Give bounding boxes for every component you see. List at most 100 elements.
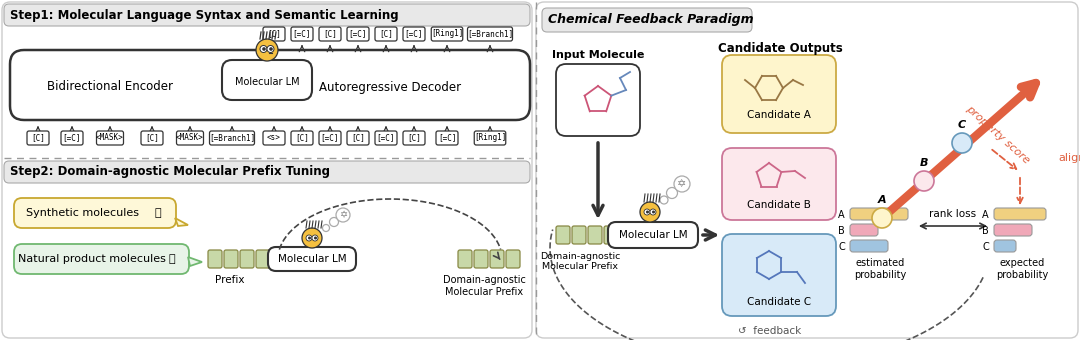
FancyBboxPatch shape (507, 250, 519, 268)
FancyBboxPatch shape (556, 64, 640, 136)
FancyBboxPatch shape (474, 250, 488, 268)
Text: expected
probability: expected probability (996, 258, 1048, 279)
Text: [=C]: [=C] (405, 30, 423, 38)
Circle shape (267, 46, 274, 52)
Text: rank loss: rank loss (930, 209, 976, 219)
Circle shape (329, 218, 338, 226)
FancyBboxPatch shape (994, 240, 1016, 252)
FancyBboxPatch shape (723, 234, 836, 316)
Text: Domain-agnostic
Molecular Prefix: Domain-agnostic Molecular Prefix (540, 252, 620, 271)
FancyBboxPatch shape (60, 131, 83, 145)
Text: C: C (958, 120, 967, 130)
Text: Candidate C: Candidate C (747, 297, 811, 307)
Circle shape (314, 237, 318, 239)
FancyBboxPatch shape (850, 224, 878, 236)
FancyBboxPatch shape (723, 148, 836, 220)
Text: ↺  feedback: ↺ feedback (739, 326, 801, 336)
Text: Candidate Outputs: Candidate Outputs (717, 42, 842, 55)
Text: property score: property score (964, 104, 1031, 166)
FancyBboxPatch shape (850, 208, 908, 220)
Text: A: A (983, 210, 989, 220)
Text: <s>: <s> (267, 134, 281, 142)
Text: Input Molecule: Input Molecule (552, 50, 644, 60)
Text: C: C (982, 242, 989, 252)
FancyBboxPatch shape (994, 208, 1047, 220)
Text: A: A (838, 210, 845, 220)
FancyBboxPatch shape (403, 27, 426, 41)
FancyBboxPatch shape (347, 27, 369, 41)
FancyBboxPatch shape (319, 131, 341, 145)
FancyBboxPatch shape (403, 131, 426, 145)
Polygon shape (175, 218, 188, 226)
FancyBboxPatch shape (319, 27, 341, 41)
Polygon shape (188, 257, 202, 266)
Circle shape (262, 47, 266, 51)
Text: [=Branch1]: [=Branch1] (467, 30, 513, 38)
Text: [C]: [C] (351, 134, 365, 142)
Circle shape (640, 202, 660, 222)
Text: [=C]: [=C] (377, 134, 395, 142)
FancyBboxPatch shape (458, 250, 472, 268)
Text: Step2: Domain-agnostic Molecular Prefix Tuning: Step2: Domain-agnostic Molecular Prefix … (10, 166, 330, 178)
Text: 🗑: 🗑 (154, 208, 161, 218)
FancyBboxPatch shape (176, 131, 203, 145)
Text: B: B (920, 158, 928, 168)
Text: Autoregressive Decoder: Autoregressive Decoder (319, 81, 461, 94)
Text: [=C]: [=C] (63, 134, 81, 142)
Text: [=C]: [=C] (349, 30, 367, 38)
FancyBboxPatch shape (96, 131, 123, 145)
FancyBboxPatch shape (572, 226, 586, 244)
Text: Chemical Feedback Paradigm: Chemical Feedback Paradigm (548, 14, 754, 27)
Text: ✡: ✡ (339, 210, 347, 220)
Text: [=C]: [=C] (437, 134, 456, 142)
Circle shape (652, 210, 654, 214)
Text: Molecular LM: Molecular LM (234, 77, 299, 87)
Text: Step1: Molecular Language Syntax and Semantic Learning: Step1: Molecular Language Syntax and Sem… (10, 8, 399, 21)
FancyBboxPatch shape (2, 2, 532, 338)
Text: align: align (1058, 153, 1080, 163)
Text: ✡: ✡ (677, 179, 687, 189)
FancyBboxPatch shape (436, 131, 458, 145)
Text: B: B (838, 226, 845, 236)
FancyBboxPatch shape (210, 131, 255, 145)
FancyBboxPatch shape (291, 27, 313, 41)
FancyBboxPatch shape (224, 250, 238, 268)
Text: [C]: [C] (323, 30, 337, 38)
FancyBboxPatch shape (536, 2, 1078, 338)
FancyBboxPatch shape (291, 131, 313, 145)
FancyBboxPatch shape (141, 131, 163, 145)
Text: Molecular LM: Molecular LM (278, 254, 347, 264)
Text: <MASK>: <MASK> (96, 134, 124, 142)
FancyBboxPatch shape (27, 131, 49, 145)
FancyBboxPatch shape (4, 4, 530, 26)
FancyBboxPatch shape (268, 247, 356, 271)
FancyBboxPatch shape (347, 131, 369, 145)
Circle shape (914, 171, 934, 191)
Text: 🌿: 🌿 (168, 254, 175, 264)
Text: [C]: [C] (145, 134, 159, 142)
Text: Candidate B: Candidate B (747, 200, 811, 210)
Text: [=C]: [=C] (321, 134, 339, 142)
FancyBboxPatch shape (14, 244, 189, 274)
Circle shape (323, 224, 329, 232)
Circle shape (872, 208, 892, 228)
Text: [C]: [C] (407, 134, 421, 142)
Text: Natural product molecules: Natural product molecules (18, 254, 166, 264)
FancyBboxPatch shape (375, 131, 397, 145)
FancyBboxPatch shape (474, 131, 505, 145)
Text: [=C]: [=C] (293, 30, 311, 38)
FancyBboxPatch shape (588, 226, 602, 244)
FancyBboxPatch shape (994, 224, 1032, 236)
FancyBboxPatch shape (556, 226, 570, 244)
FancyBboxPatch shape (264, 131, 285, 145)
FancyBboxPatch shape (375, 27, 397, 41)
Circle shape (951, 133, 972, 153)
Text: [=Branch1]: [=Branch1] (208, 134, 255, 142)
FancyBboxPatch shape (222, 60, 312, 100)
FancyBboxPatch shape (256, 250, 270, 268)
Text: Domain-agnostic
Molecular Prefix: Domain-agnostic Molecular Prefix (443, 275, 526, 296)
FancyBboxPatch shape (542, 8, 752, 32)
Text: <MASK>: <MASK> (176, 134, 204, 142)
Circle shape (336, 208, 350, 222)
Text: [C]: [C] (295, 134, 309, 142)
